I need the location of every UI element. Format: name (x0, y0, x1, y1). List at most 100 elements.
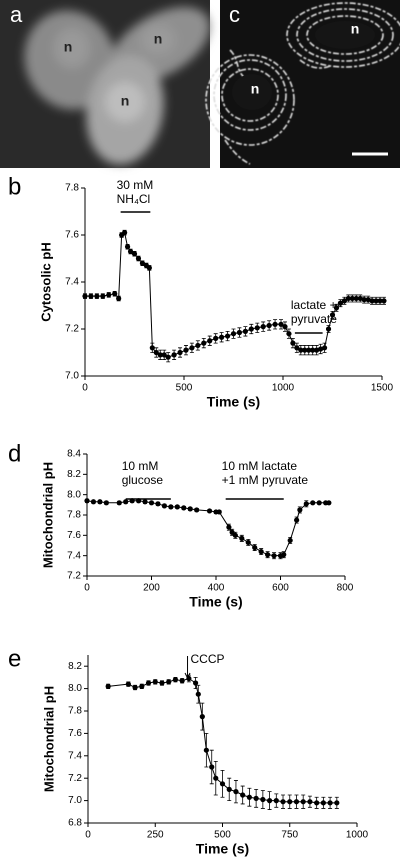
data-point (373, 298, 379, 304)
data-point (294, 517, 300, 523)
data-point (168, 504, 174, 510)
x-tick-label: 0 (82, 383, 88, 394)
x-tick-label: 500 (214, 830, 231, 841)
y-tick-label: 7.0 (65, 371, 79, 382)
annotation: 10 mM (122, 459, 159, 473)
data-point (327, 800, 333, 806)
data-point (290, 340, 296, 346)
nucleus-label: n (351, 21, 360, 37)
y-tick-label: 7.6 (68, 728, 82, 739)
data-point (219, 781, 226, 787)
x-tick-label: 800 (337, 583, 354, 594)
data-point (226, 786, 232, 793)
data-point (213, 775, 219, 781)
data-point (116, 295, 122, 302)
data-point (281, 552, 287, 558)
data-point (103, 500, 109, 506)
data-point (149, 345, 155, 351)
x-tick-label: 750 (281, 830, 298, 841)
data-point (195, 342, 201, 349)
data-point (240, 792, 246, 798)
data-point (232, 532, 238, 538)
data-point (246, 794, 252, 800)
annotation: 10 mM lactate (222, 459, 298, 473)
data-point (145, 680, 152, 686)
data-point (216, 509, 222, 515)
data-point (195, 691, 201, 697)
x-tick-label: 1500 (371, 383, 394, 394)
chart: b 7.0 7.2 7.4 7.6 7.8 0 500 1000 1500 Time (s) Cyto… (8, 173, 394, 409)
data-point (307, 799, 313, 805)
data-point (177, 349, 183, 356)
data-point (142, 499, 148, 505)
y-tick-label: 8.2 (68, 661, 82, 672)
y-tick-label: 8.2 (67, 469, 81, 480)
micrograph-c: c n n (205, 0, 400, 168)
y-axis-title: Mitochondrial pH (40, 462, 55, 568)
data-point (236, 329, 243, 336)
data-point (100, 293, 106, 299)
x-axis-title: Time (s) (207, 394, 260, 410)
data-point (302, 347, 308, 353)
x-tick-label: 1000 (272, 383, 295, 394)
data-point (365, 297, 371, 303)
data-point (159, 680, 165, 686)
data-point (82, 293, 88, 299)
data-point (253, 795, 259, 801)
data-point (132, 684, 138, 691)
data-point (116, 500, 122, 506)
data-point (320, 800, 326, 806)
y-tick-label: 7.2 (68, 773, 82, 784)
nucleus-label: n (154, 31, 163, 47)
data-point (209, 764, 215, 770)
data-point (334, 800, 340, 806)
y-tick-label: 7.6 (65, 230, 79, 241)
data-point (157, 352, 163, 358)
data-point (298, 347, 304, 353)
data-point (88, 293, 94, 299)
data-point (131, 251, 138, 257)
x-tick-label: 250 (147, 830, 164, 841)
data-point (266, 798, 273, 804)
annotation: pyruvate (291, 312, 337, 326)
data-point (194, 507, 200, 513)
data-point (174, 504, 180, 510)
chart: d 7.2 7.4 7.6 7.8 8.0 8.2 8.4 0 200 400 600 800 Time … (8, 440, 354, 609)
data-point (265, 552, 271, 558)
data-point (345, 295, 351, 302)
data-point (155, 501, 161, 507)
data-point (282, 324, 288, 330)
data-point (181, 505, 187, 511)
x-axis-title: Time (s) (189, 594, 242, 610)
data-point (139, 683, 145, 689)
x-tick-label: 0 (85, 830, 91, 841)
data-point (189, 345, 195, 351)
data-point (361, 297, 367, 303)
annotation: CCCP (191, 652, 225, 666)
data-point (90, 499, 97, 505)
data-point (224, 333, 231, 339)
data-point (272, 321, 278, 327)
data-point (187, 506, 193, 512)
x-axis-title: Time (s) (196, 841, 249, 857)
data-point (260, 324, 266, 330)
data-point (213, 335, 219, 341)
annotation: 30 mM (117, 178, 154, 192)
data-point (97, 499, 103, 505)
data-point (171, 352, 177, 358)
x-tick-label: 0 (84, 583, 90, 594)
chart: e 6.8 7.0 7.2 7.4 7.6 7.8 8.0 8.2 0 250 500 750 1000 T… (8, 645, 369, 856)
data-point (165, 354, 171, 360)
data-point (306, 347, 312, 353)
data-point (206, 508, 213, 514)
data-point (106, 292, 112, 298)
y-tick-label: 8.0 (68, 683, 82, 694)
data-point (148, 500, 155, 506)
data-point (318, 346, 324, 352)
annotation: glucose (122, 473, 164, 487)
data-point (293, 799, 300, 805)
data-point (186, 675, 192, 682)
data-point (201, 340, 207, 346)
data-point (166, 679, 172, 685)
